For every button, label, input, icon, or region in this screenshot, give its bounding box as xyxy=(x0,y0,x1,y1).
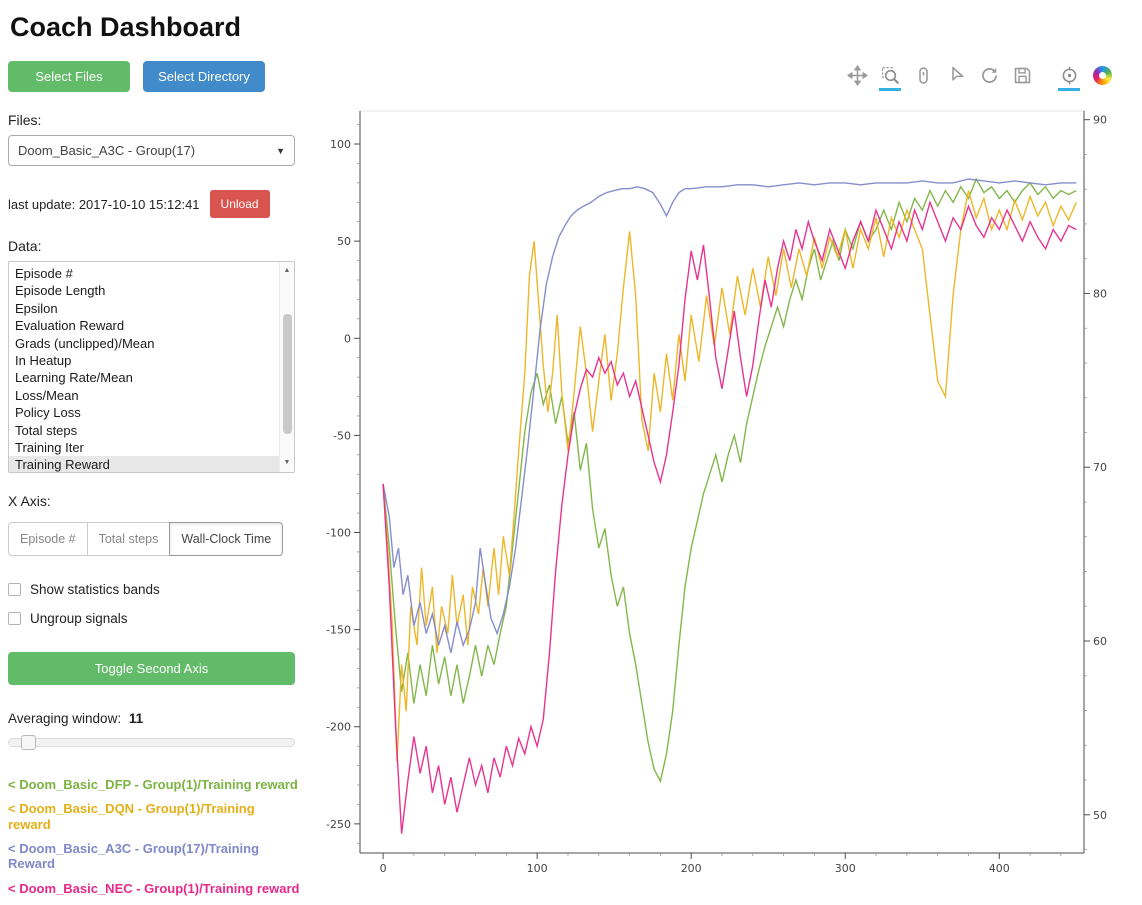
data-listbox-items: Episode # Episode Length Epsilon Evaluation… xyxy=(9,262,294,472)
unload-button[interactable]: Unload xyxy=(209,190,270,218)
svg-text:400: 400 xyxy=(989,862,1010,875)
svg-text:80: 80 xyxy=(1093,287,1107,300)
svg-text:0: 0 xyxy=(380,862,387,875)
legend-item[interactable]: < Doom_Basic_DFP - Group(1)/Training rew… xyxy=(8,777,298,792)
data-label: Data: xyxy=(8,238,42,254)
bokeh-logo-icon[interactable] xyxy=(1090,63,1114,87)
reset-icon[interactable] xyxy=(977,63,1001,87)
page-title: Coach Dashboard xyxy=(10,12,242,42)
x-axis-option-wall-clock-time[interactable]: Wall-Clock Time xyxy=(169,522,284,556)
legend-item[interactable]: < Doom_Basic_A3C - Group(17)/Training Re… xyxy=(8,840,260,872)
data-list-item[interactable]: Training Reward xyxy=(9,456,294,472)
svg-text:50: 50 xyxy=(1093,809,1107,822)
svg-text:-250: -250 xyxy=(326,818,351,831)
svg-text:200: 200 xyxy=(681,862,702,875)
svg-text:-150: -150 xyxy=(326,624,351,637)
svg-text:50: 50 xyxy=(337,235,351,248)
data-list-item[interactable]: Learning Rate/Mean xyxy=(15,370,133,386)
save-icon[interactable] xyxy=(1010,63,1034,87)
x-axis-option-episode-[interactable]: Episode # xyxy=(8,522,88,556)
svg-text:-100: -100 xyxy=(326,527,351,540)
training-reward-chart[interactable]: 100 50 0 -50 -100 -150 -200 -250 90 80 70 60 50 0 100 2… xyxy=(314,89,1136,889)
svg-text:100: 100 xyxy=(330,138,351,151)
files-select[interactable]: Doom_Basic_A3C - Group(17) ▼ xyxy=(8,135,295,166)
series-line xyxy=(382,177,1077,784)
wheel-zoom-icon[interactable] xyxy=(911,63,935,87)
svg-text:60: 60 xyxy=(1093,635,1107,648)
data-list-item[interactable]: Total steps xyxy=(15,422,78,438)
scroll-down-icon[interactable]: ▼ xyxy=(283,459,291,466)
ungroup-signals-label: Ungroup signals xyxy=(30,611,128,626)
slider-handle[interactable] xyxy=(21,735,36,750)
data-listbox[interactable]: Episode # Episode Length Epsilon Evaluation… xyxy=(8,261,295,473)
dropdown-caret-icon: ▼ xyxy=(276,145,285,156)
averaging-window-row: Averaging window: 11 xyxy=(8,711,292,726)
svg-text:0: 0 xyxy=(344,332,351,345)
sidebar: Select Files Select Directory Files: Doo… xyxy=(0,47,300,905)
series-line xyxy=(382,200,1077,834)
data-list-item[interactable]: Epsilon xyxy=(15,300,58,316)
x-axis-button-group: Episode # Total steps Wall-Clock Time xyxy=(8,522,284,556)
show-stats-bands-label: Show statistics bands xyxy=(30,582,160,597)
x-axis-option-total-steps[interactable]: Total steps xyxy=(86,522,171,556)
svg-text:-50: -50 xyxy=(333,429,351,442)
data-list-item[interactable]: Policy Loss xyxy=(15,405,81,421)
series-line xyxy=(382,178,1077,654)
last-update-text: last update: 2017-10-10 15:12:41 xyxy=(8,196,200,212)
data-list-item[interactable]: Episode # xyxy=(15,266,73,281)
svg-text:300: 300 xyxy=(835,862,856,875)
data-list-item[interactable]: Episode Length xyxy=(15,283,106,299)
chart-toolbar xyxy=(314,47,1142,91)
show-stats-bands-row[interactable]: Show statistics bands xyxy=(8,582,160,597)
data-listbox-scrollbar[interactable]: ▲ ▼ xyxy=(279,262,294,472)
files-select-value: Doom_Basic_A3C - Group(17) xyxy=(18,143,196,158)
data-list-item[interactable]: Evaluation Reward xyxy=(15,318,125,334)
ungroup-signals-row[interactable]: Ungroup signals xyxy=(8,611,128,626)
data-list-item[interactable]: Loss/Mean xyxy=(15,387,79,403)
select-files-button[interactable]: Select Files xyxy=(8,61,130,92)
legend: < Doom_Basic_DFP - Group(1)/Training rew… xyxy=(8,777,299,896)
x-axis-label: X Axis: xyxy=(8,493,51,509)
svg-text:70: 70 xyxy=(1093,461,1107,474)
data-list-item[interactable]: In Heatup xyxy=(15,353,72,369)
averaging-window-value: 11 xyxy=(128,711,144,726)
toggle-second-axis-button[interactable]: Toggle Second Axis xyxy=(8,652,295,685)
box-zoom-icon[interactable] xyxy=(878,63,902,91)
legend-item[interactable]: < Doom_Basic_DQN - Group(1)/Training rew… xyxy=(8,801,255,832)
chart-area: 100 50 0 -50 -100 -150 -200 -250 90 80 70 60 50 0 100 2… xyxy=(300,47,1142,889)
files-label: Files: xyxy=(8,112,42,128)
series-line xyxy=(382,190,1077,762)
scroll-up-icon[interactable]: ▲ xyxy=(283,267,291,274)
legend-item[interactable]: < Doom_Basic_NEC - Group(1)/Training rew… xyxy=(8,880,300,896)
ungroup-signals-checkbox[interactable] xyxy=(8,612,21,625)
file-buttons-row: Select Files Select Directory xyxy=(8,61,292,92)
last-update-row: last update: 2017-10-10 15:12:41 Unload xyxy=(8,190,292,218)
scrollbar-thumb[interactable] xyxy=(282,314,292,434)
select-directory-button[interactable]: Select Directory xyxy=(143,61,265,92)
show-stats-bands-checkbox[interactable] xyxy=(8,583,21,596)
pan-icon[interactable] xyxy=(845,63,869,87)
svg-text:-200: -200 xyxy=(326,721,351,734)
averaging-window-label: Averaging window: xyxy=(8,711,122,726)
svg-text:100: 100 xyxy=(527,862,548,875)
hover-icon[interactable] xyxy=(1057,63,1081,91)
data-list-item[interactable]: Grads (unclipped)/Mean xyxy=(15,335,155,351)
tap-select-icon[interactable] xyxy=(944,63,968,87)
averaging-window-slider[interactable] xyxy=(8,735,295,750)
svg-text:90: 90 xyxy=(1093,114,1107,127)
data-list-item[interactable]: Training Iter xyxy=(15,440,84,456)
